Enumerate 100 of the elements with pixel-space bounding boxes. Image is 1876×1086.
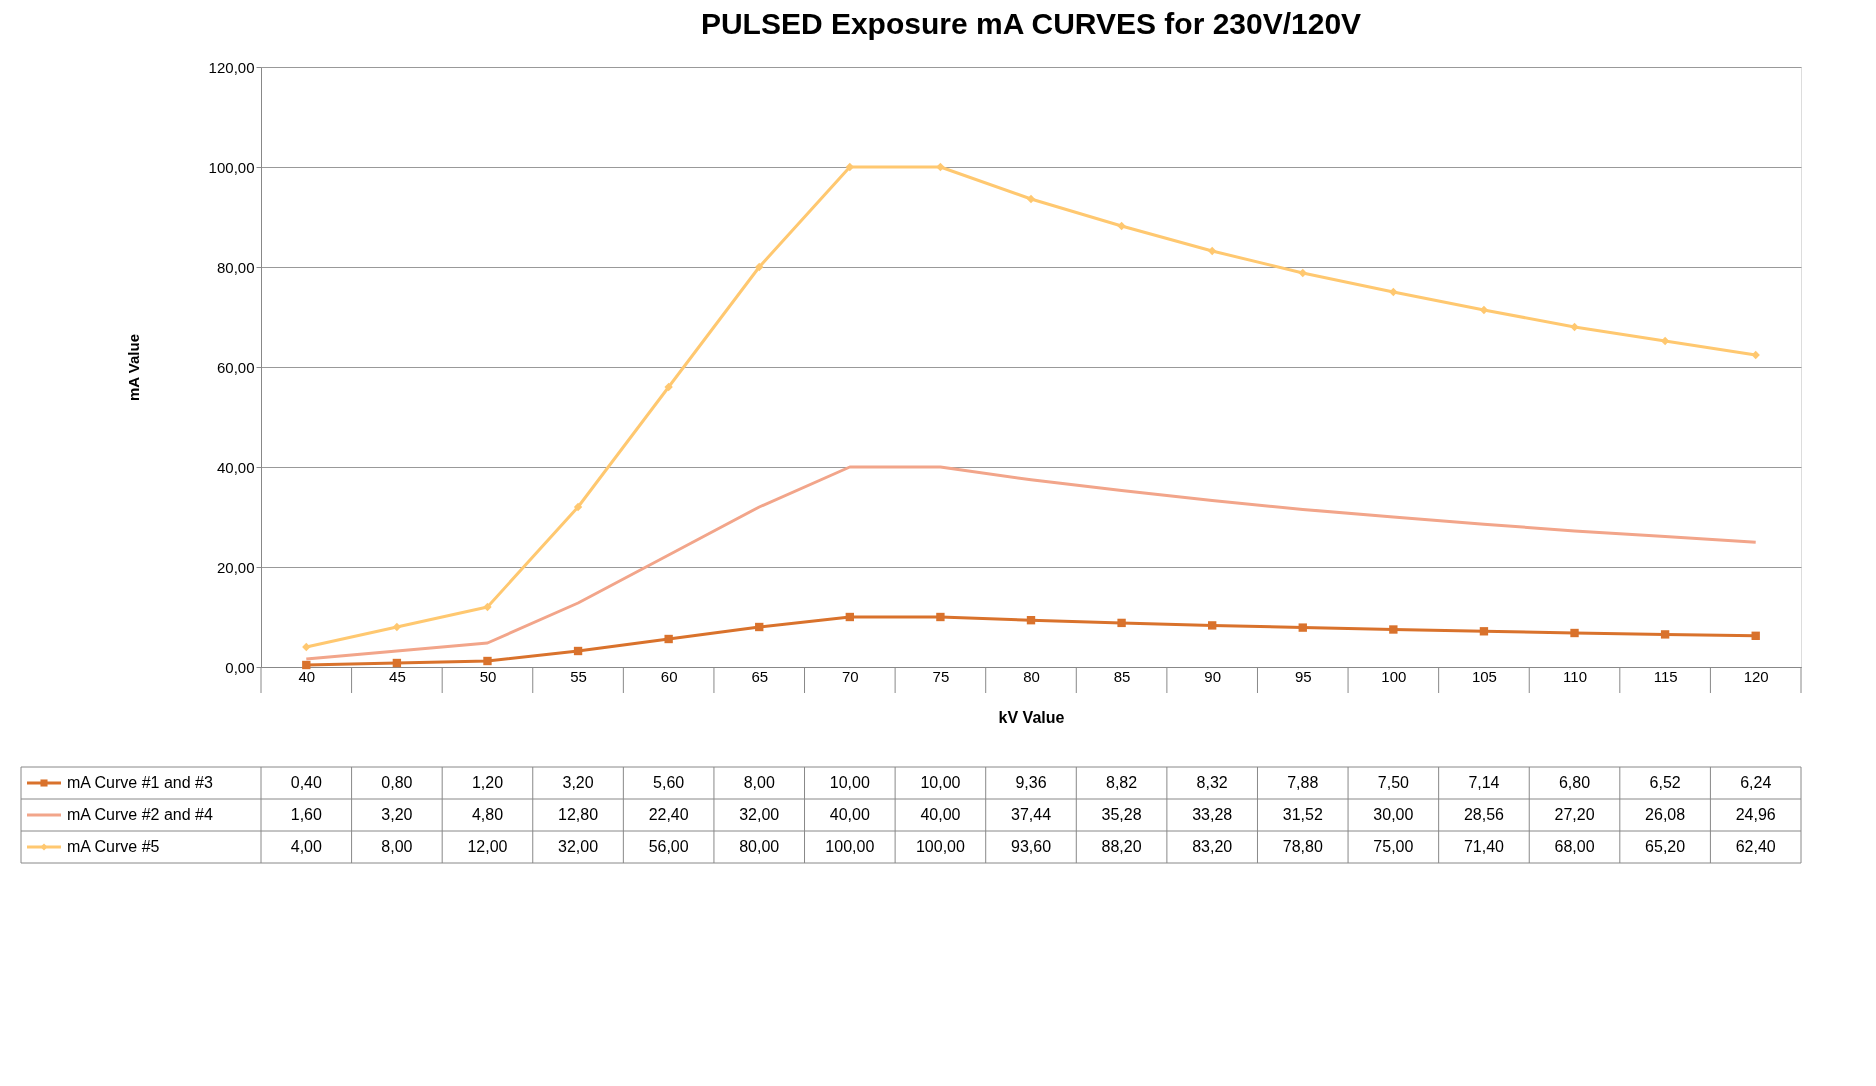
x-tick-label: 60 <box>660 667 678 685</box>
point <box>483 656 492 666</box>
data-label: 78,80 <box>1282 838 1323 855</box>
legend-label: mA Curve #1 and #3 <box>67 774 213 791</box>
y-tick-label: 80,00 <box>216 258 255 276</box>
data-label: 1,20 <box>471 774 504 791</box>
point <box>1298 623 1307 632</box>
point <box>664 634 673 644</box>
x-tick-label: 95 <box>1294 667 1312 685</box>
y-tick-label: 20,00 <box>216 558 255 576</box>
point <box>755 622 764 632</box>
data-label: 0,80 <box>381 774 413 791</box>
data-label: 6,24 <box>1740 774 1772 791</box>
point <box>1298 268 1307 278</box>
legend-label: mA Curve #2 and #4 <box>67 806 213 823</box>
x-tick-label: 90 <box>1204 667 1222 685</box>
point <box>845 612 855 622</box>
data-label: 24,96 <box>1735 806 1776 823</box>
data-label: 12,80 <box>558 806 599 823</box>
point <box>755 262 764 272</box>
point <box>1117 618 1126 628</box>
x-tick-label: 100 <box>1381 667 1407 685</box>
data-label: 33,28 <box>1192 806 1233 823</box>
data-label: 10,00 <box>920 774 961 791</box>
x-tick-label: 105 <box>1471 667 1497 685</box>
data-label: 3,20 <box>381 806 413 823</box>
point <box>1660 630 1670 639</box>
data-label: 7,14 <box>1468 774 1500 791</box>
data-label: 8,00 <box>381 838 413 855</box>
legend-label: mA Curve #5 <box>67 838 160 855</box>
y-tick-label: 120,00 <box>208 58 255 76</box>
data-label: 7,88 <box>1287 774 1319 791</box>
point <box>1570 628 1579 638</box>
x-tick-label: 65 <box>751 667 769 685</box>
point <box>1207 621 1217 630</box>
data-label: 7,50 <box>1377 774 1410 791</box>
point <box>302 642 311 652</box>
data-label: 28,56 <box>1463 806 1505 823</box>
x-tick-label: 50 <box>479 667 497 685</box>
point <box>1751 350 1760 360</box>
y-tick-label: 60,00 <box>216 358 255 376</box>
x-tick-label: 85 <box>1113 667 1131 685</box>
data-label: 35,28 <box>1101 806 1142 823</box>
data-label: 26,08 <box>1645 806 1686 823</box>
point <box>1389 287 1398 297</box>
point <box>936 612 945 622</box>
point <box>1479 305 1489 315</box>
data-label: 65,20 <box>1645 838 1686 855</box>
data-label: 40,00 <box>829 806 870 823</box>
data-label: 31,52 <box>1282 806 1323 823</box>
data-label: 32,00 <box>558 838 599 855</box>
point <box>1026 616 1036 625</box>
point <box>1207 246 1217 256</box>
data-label: 6,80 <box>1558 774 1591 791</box>
data-label: 75,00 <box>1373 838 1414 855</box>
data-label: 5,60 <box>653 774 685 791</box>
data-label: 10,00 <box>829 774 870 791</box>
point <box>483 602 492 612</box>
data-label: 100,00 <box>825 838 875 855</box>
data-label: 12,00 <box>467 838 508 855</box>
data-label: 37,44 <box>1010 806 1052 823</box>
y-axis-title: mA Value <box>124 334 142 401</box>
data-label: 68,00 <box>1554 838 1595 855</box>
data-label: 93,60 <box>1010 838 1052 855</box>
data-label: 0,40 <box>290 774 322 791</box>
point <box>1117 221 1126 231</box>
data-label: 3,20 <box>562 774 594 791</box>
point <box>392 622 402 632</box>
data-label: 32,00 <box>739 806 780 823</box>
point <box>302 660 311 670</box>
data-label: 56,00 <box>648 838 689 855</box>
point <box>392 658 402 668</box>
data-label: 62,40 <box>1735 838 1776 855</box>
x-tick-label: 55 <box>570 667 587 685</box>
data-label: 30,00 <box>1373 806 1414 823</box>
data-label: 4,00 <box>290 838 322 855</box>
data-label: 22,40 <box>648 806 689 823</box>
x-tick-label: 70 <box>841 667 859 685</box>
data-label: 40,00 <box>920 806 961 823</box>
data-label: 1,60 <box>290 806 322 823</box>
data-label: 71,40 <box>1463 838 1505 855</box>
x-axis-title: kV Value <box>998 708 1065 726</box>
point <box>1026 194 1036 204</box>
y-tick-label: 40,00 <box>216 458 255 476</box>
data-label: 27,20 <box>1554 806 1595 823</box>
point <box>936 162 945 172</box>
point <box>664 382 673 392</box>
y-tick-label: 0,00 <box>225 658 255 676</box>
data-label: 4,80 <box>471 806 504 823</box>
chart-title: PULSED Exposure mA CURVES for 230V/120V <box>700 7 1362 40</box>
x-tick-label: 75 <box>932 667 950 685</box>
x-tick-label: 45 <box>389 667 406 685</box>
data-label: 9,36 <box>1015 774 1047 791</box>
data-label: 83,20 <box>1192 838 1233 855</box>
x-tick-label: 115 <box>1653 667 1678 685</box>
x-tick-label: 80 <box>1023 667 1040 685</box>
data-label: 8,32 <box>1196 774 1228 791</box>
data-label: 8,00 <box>743 774 775 791</box>
point <box>1751 631 1760 640</box>
point <box>573 646 583 656</box>
